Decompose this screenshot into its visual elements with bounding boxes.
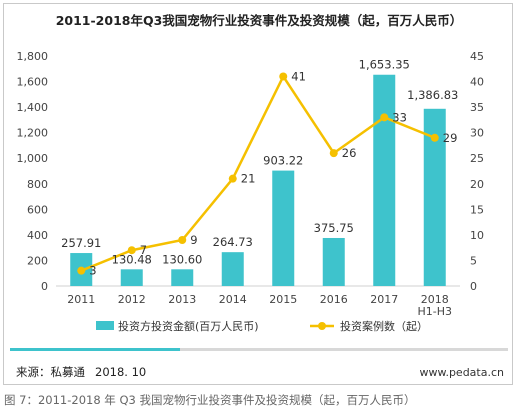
line-point — [329, 149, 338, 158]
legend-bar-swatch — [96, 321, 114, 330]
bar — [423, 108, 446, 286]
x-tick-label: 2014 — [219, 293, 247, 306]
chart-frame: 2011-2018年Q3我国宠物行业投资事件及投资规模（起，百万人民币） 0 20… — [3, 3, 513, 385]
x-tick-label: 2012 — [118, 293, 146, 306]
y-left-tick-label: 1,200 — [17, 127, 49, 140]
website-label: www.pedata.cn — [419, 366, 504, 379]
y-right-tick-label: 35 — [470, 101, 484, 114]
legend-line-label: 投资案例数（起） — [340, 319, 428, 333]
legend-bar-label: 投资方投资金额(百万人民币) — [118, 319, 259, 333]
x-tick-label: 2016 — [320, 293, 348, 306]
bar-data-label: 1,386.83 — [407, 88, 458, 102]
x-tick-label: 2017 — [370, 293, 398, 306]
bar-data-label: 130.48 — [112, 252, 152, 266]
bar-data-label: 375.75 — [314, 221, 354, 235]
y-left-tick-label: 800 — [27, 178, 48, 191]
line-data-label: 7 — [140, 243, 147, 257]
bar — [221, 252, 244, 286]
line-point — [279, 72, 288, 81]
bar-data-label: 264.73 — [213, 235, 253, 249]
y-right-tick-label: 30 — [470, 127, 484, 140]
y-right-tick-label: 15 — [470, 203, 484, 216]
y-left-tick-label: 1,400 — [17, 101, 49, 114]
line-data-label: 29 — [443, 131, 458, 145]
x-tick-label: 2013 — [168, 293, 196, 306]
y-right-tick-label: 45 — [470, 50, 484, 63]
line-point — [228, 174, 237, 183]
line-data-label: 21 — [241, 172, 256, 186]
y-right-tick-label: 20 — [470, 178, 484, 191]
y-left-tick-label: 1,000 — [17, 152, 49, 165]
line-series — [80, 73, 436, 272]
divider-accent — [10, 348, 180, 351]
bar — [171, 269, 194, 286]
line-data-label: 26 — [342, 146, 357, 160]
y-left-tick-label: 200 — [27, 254, 48, 267]
line-point — [77, 266, 86, 275]
bar — [120, 269, 143, 286]
y-right-tick-label: 25 — [470, 152, 484, 165]
y-left-tick-label: 600 — [27, 203, 48, 216]
divider-line — [10, 348, 508, 351]
line-point — [178, 236, 187, 244]
line-point — [430, 133, 439, 142]
line-data-label: 33 — [392, 110, 407, 124]
chart-title: 2011-2018年Q3我国宠物行业投资事件及投资规模（起，百万人民币） — [55, 13, 463, 28]
combo-chart: 0 200 400 600 800 1,000 1,200 1,400 1,600 1,800 0 5… — [10, 50, 508, 351]
line-data-label: 9 — [190, 233, 197, 247]
x-tick-label: 2018 — [421, 293, 449, 306]
y-left-tick-label: 1,800 — [17, 50, 49, 63]
x-tick-label: 2015 — [269, 293, 297, 306]
line-point — [380, 113, 389, 122]
source-note: 来源：私募通 2018. 10 — [16, 364, 146, 380]
line-point — [127, 246, 136, 255]
y-right-tick-label: 10 — [470, 229, 484, 242]
bar-data-label: 903.22 — [263, 154, 303, 168]
x-tick-label: H1-H3 — [417, 305, 452, 318]
bar — [322, 237, 345, 286]
line-data-label: 41 — [291, 69, 306, 83]
y-right-tick-label: 5 — [470, 254, 477, 267]
bar — [272, 170, 295, 286]
bar-data-label: 257.91 — [61, 236, 101, 250]
y-left-tick-label: 0 — [41, 280, 48, 293]
line-data-label: 3 — [89, 264, 96, 278]
bar-data-label: 130.60 — [162, 252, 202, 266]
y-right-tick-label: 40 — [470, 76, 484, 89]
source-label: 来源：私募通 — [16, 365, 85, 379]
legend-line-marker — [318, 322, 326, 330]
y-right-tick-label: 0 — [470, 280, 477, 293]
x-tick-label: 2011 — [67, 293, 95, 306]
bar — [373, 74, 396, 286]
bar-data-label: 1,653.35 — [359, 58, 410, 72]
figure-caption: 图 7：2011-2018 年 Q3 我国宠物行业投资事件及投资规模（起，百万人… — [4, 393, 416, 407]
source-date: 2018. 10 — [95, 365, 147, 379]
y-left-tick-label: 400 — [27, 229, 48, 242]
y-left-tick-label: 1,600 — [17, 76, 49, 89]
